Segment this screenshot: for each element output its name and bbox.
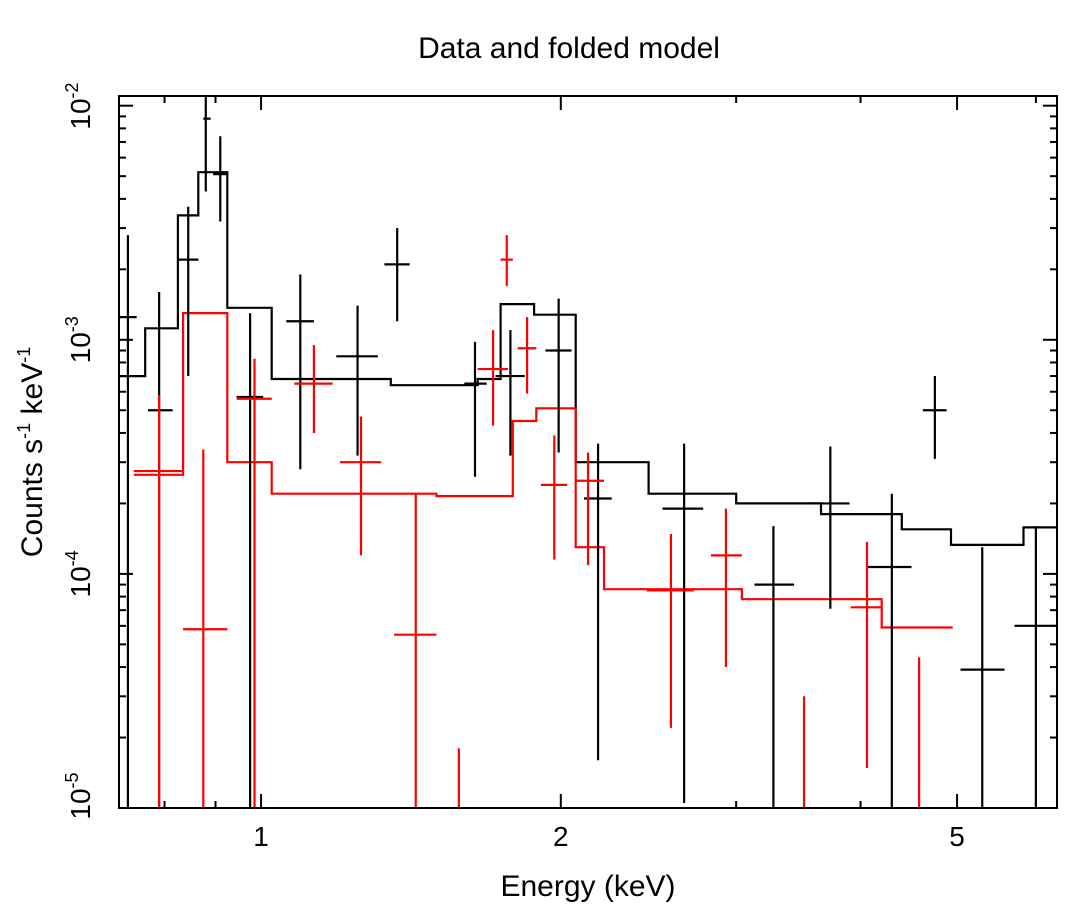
data-point <box>477 330 508 426</box>
y-axis-label-exp1: -1 <box>14 423 34 439</box>
y-tick-label: 10-3 <box>62 316 96 363</box>
data-points <box>119 96 1057 808</box>
y-axis-label-exp2: -1 <box>14 347 34 363</box>
data-point <box>540 435 568 560</box>
data-point <box>394 493 437 808</box>
data-point <box>808 446 850 609</box>
data-point <box>119 235 137 808</box>
data-point <box>517 317 537 394</box>
data-point <box>286 274 314 470</box>
x-tick-labels: 1 2 5 <box>253 821 965 852</box>
data-point <box>236 358 272 808</box>
data-point <box>236 313 264 808</box>
data-point <box>1014 526 1057 808</box>
y-tick-label: 10-2 <box>62 82 96 129</box>
data-point <box>922 376 947 459</box>
data-point <box>662 443 704 804</box>
y-tick-labels: 10-2 10-3 10-4 10-5 <box>62 82 96 819</box>
y-tick-label: 10-4 <box>62 550 96 597</box>
data-point <box>710 508 742 668</box>
y-tick-label: 10-5 <box>62 772 96 819</box>
data-point <box>754 526 795 808</box>
data-point <box>203 96 211 192</box>
data-point <box>495 330 525 456</box>
data-point <box>183 449 228 808</box>
data-point <box>339 416 382 556</box>
plot-frame <box>118 95 1058 809</box>
data-point <box>177 206 199 377</box>
x-axis-label: Energy (keV) <box>500 870 675 903</box>
x-tick-label: 5 <box>949 821 965 852</box>
x-tick-label: 1 <box>253 821 269 852</box>
data-point <box>575 452 604 566</box>
data-point <box>133 395 184 808</box>
data-point <box>868 493 912 808</box>
x-tick-label: 2 <box>553 821 569 852</box>
data-point <box>960 547 1005 808</box>
y-axis-label-base: Counts s <box>16 439 49 557</box>
data-point <box>500 235 513 286</box>
data-point <box>464 341 487 477</box>
data-point <box>336 305 378 456</box>
data-point <box>213 136 228 222</box>
data-point <box>545 298 572 453</box>
axis-ticks <box>119 96 1057 809</box>
y-axis-label: Counts s-1 keV-1 <box>14 347 49 557</box>
data-point <box>294 345 333 433</box>
chart-title: Data and folded model <box>418 32 720 65</box>
data-point <box>850 541 882 769</box>
model-step-line <box>133 312 953 629</box>
data-point <box>384 228 410 322</box>
data-point <box>148 292 173 808</box>
model-step-line <box>119 171 1057 546</box>
data-point <box>646 534 694 728</box>
y-axis-label-mid: keV <box>16 363 49 423</box>
model-steps <box>119 171 1057 629</box>
